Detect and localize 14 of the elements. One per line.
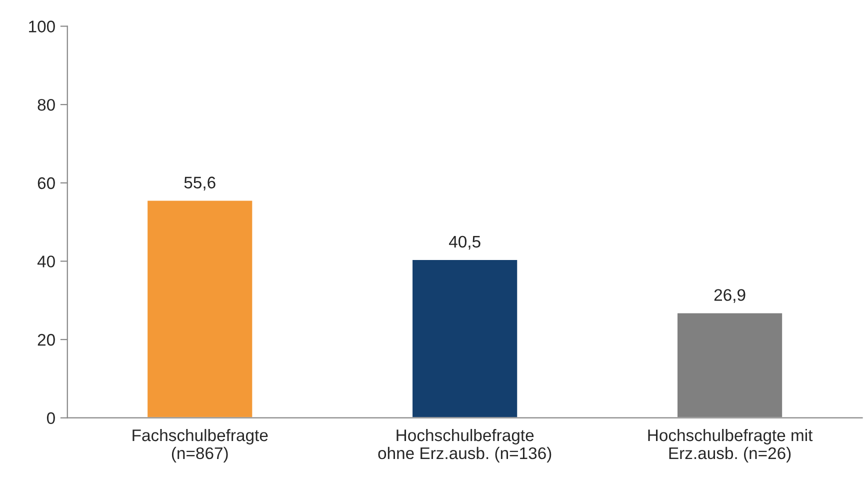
- x-tick-label: Fachschulbefragte (n=867): [132, 428, 268, 462]
- y-tick-label: 80: [38, 98, 55, 111]
- data-label: 26,9: [714, 289, 746, 303]
- y-tick-label: 20: [38, 334, 55, 346]
- x-tick-label: Hochschulbefragte ohne Erz.ausb. (n=136): [378, 428, 552, 462]
- y-tick-label: 100: [29, 20, 55, 32]
- bar: [411, 258, 519, 418]
- data-label: 55,6: [184, 176, 216, 190]
- y-tick-label: 0: [46, 412, 55, 424]
- x-tick-label: Hochschulbefragte mit Erz.ausb. (n=26): [648, 428, 813, 462]
- y-tick-label: 60: [38, 177, 55, 190]
- y-tick-label: 40: [37, 256, 55, 268]
- bar: [146, 199, 254, 418]
- data-label: 40,5: [448, 236, 480, 250]
